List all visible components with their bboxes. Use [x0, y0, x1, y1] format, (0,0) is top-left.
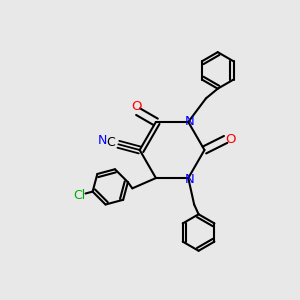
Text: Cl: Cl	[73, 189, 86, 202]
Text: N: N	[185, 173, 195, 186]
Text: C: C	[106, 136, 115, 149]
Text: N: N	[185, 115, 195, 128]
Text: N: N	[98, 134, 107, 147]
Text: O: O	[226, 133, 236, 146]
Text: O: O	[131, 100, 142, 113]
